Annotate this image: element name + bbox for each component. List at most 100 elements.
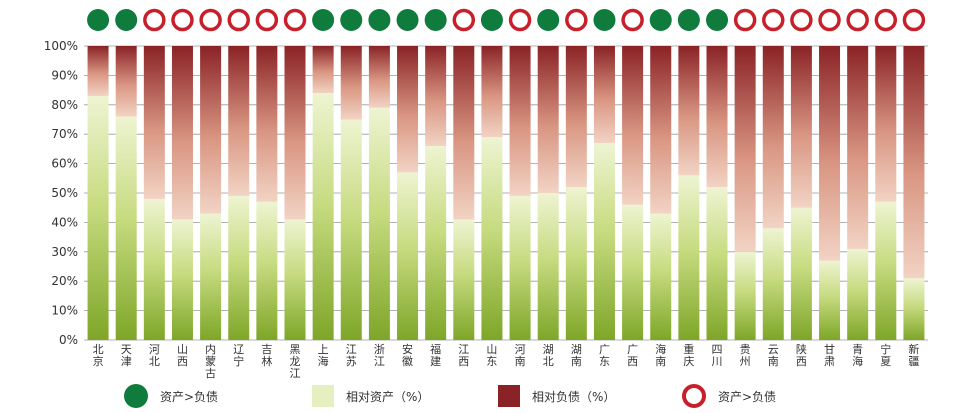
y-tick-label: 10%	[51, 304, 78, 318]
x-tick-label: 新疆	[908, 342, 919, 368]
status-marker-positive	[368, 9, 391, 31]
status-marker-negative	[874, 8, 898, 32]
status-markers	[87, 8, 926, 32]
legend-label-positive: 资产>负债	[160, 389, 219, 404]
legend-item-positive: 资产>负债	[124, 381, 218, 411]
x-tick-label: 江苏	[346, 343, 357, 368]
legend-swatch-liability	[498, 385, 520, 407]
status-marker-positive	[706, 9, 728, 31]
status-marker-negative	[818, 8, 841, 32]
bar-asset	[171, 219, 193, 340]
bar-liability	[397, 46, 419, 173]
x-tick-label: 上海	[318, 343, 329, 368]
status-marker-positive	[87, 9, 110, 31]
status-marker-negative	[762, 8, 785, 32]
legend-label-negative: 资产>负债	[718, 389, 777, 404]
x-tick-label: 山东	[486, 343, 497, 368]
status-marker-positive	[424, 9, 447, 31]
x-tick-label: 陕西	[796, 342, 807, 368]
bar-asset	[537, 193, 559, 340]
x-tick-label: 青海	[852, 343, 863, 368]
bar-liability	[425, 46, 447, 146]
bar-liability	[706, 46, 728, 188]
bar-liability	[87, 46, 109, 96]
bar-asset	[650, 213, 672, 340]
x-tick-label: 天津	[121, 343, 132, 368]
x-tick-label: 江西	[458, 343, 469, 368]
x-tick-label: 甘肃	[824, 343, 835, 368]
y-tick-label: 30%	[51, 245, 78, 259]
bar-liability	[481, 46, 503, 138]
x-tick-label: 浙江	[374, 343, 385, 368]
bar-liability	[312, 46, 334, 94]
x-tick-label: 广东	[599, 343, 610, 368]
x-tick-label: 湖南	[571, 343, 582, 368]
x-tick-label: 重庆	[683, 342, 694, 368]
bar-asset	[115, 116, 137, 340]
legend-item-asset: 相对资产（%）	[312, 381, 429, 411]
bar-asset	[847, 248, 869, 340]
bar-asset	[622, 204, 644, 340]
y-tick-label: 50%	[51, 186, 78, 200]
y-tick-label: 20%	[51, 274, 78, 288]
status-marker-negative	[199, 8, 222, 32]
bar-asset	[200, 213, 222, 340]
status-marker-positive	[677, 9, 700, 31]
bar-liability	[256, 46, 278, 202]
x-tick-label: 四川	[712, 343, 723, 368]
status-marker-negative	[621, 8, 644, 32]
bar-liability	[790, 46, 812, 208]
x-tick-label: 广西	[627, 343, 638, 368]
x-tick-label: 河北	[149, 343, 160, 368]
y-tick-label: 90%	[51, 68, 78, 82]
bar-asset	[228, 195, 250, 340]
status-marker-negative	[902, 8, 926, 32]
bar-liability	[819, 46, 841, 261]
status-marker-positive	[480, 9, 503, 31]
bars	[87, 46, 925, 341]
legend-label-liability: 相对负债（%）	[532, 389, 616, 404]
x-tick-label: 黑龙江	[290, 343, 301, 380]
x-tick-label: 福建	[430, 342, 441, 368]
status-marker-negative	[171, 8, 194, 32]
bar-liability	[734, 46, 756, 252]
bar-asset	[734, 251, 756, 340]
bar-asset	[397, 172, 419, 340]
status-marker-positive	[593, 9, 616, 31]
status-marker-positive	[340, 9, 363, 31]
status-marker-negative	[227, 8, 250, 32]
bar-liability	[143, 46, 165, 199]
status-marker-positive	[537, 9, 560, 31]
bar-liability	[509, 46, 531, 196]
x-tick-label: 云南	[768, 343, 779, 368]
status-marker-negative	[565, 8, 588, 32]
status-marker-negative	[790, 8, 813, 32]
x-tick-label: 海南	[655, 342, 666, 368]
bar-asset	[762, 228, 784, 340]
bar-asset	[706, 187, 728, 340]
bar-liability	[622, 46, 644, 205]
bar-liability	[678, 46, 700, 176]
status-marker-negative	[733, 8, 757, 32]
legend-dot-ring	[682, 384, 706, 408]
bar-asset	[340, 119, 362, 340]
bar-asset	[593, 143, 615, 340]
bar-liability	[368, 46, 390, 108]
bar-asset	[87, 95, 109, 340]
bar-liability	[200, 46, 222, 214]
bar-liability	[171, 46, 193, 220]
bar-asset	[312, 93, 334, 340]
bar-asset	[509, 195, 531, 340]
bar-asset	[143, 198, 165, 340]
bar-liability	[537, 46, 559, 193]
x-tick-label: 北京	[93, 343, 104, 368]
y-tick-label: 60%	[51, 157, 78, 171]
bar-liability	[565, 46, 587, 188]
x-tick-label: 河南	[515, 343, 526, 368]
y-tick-label: 100%	[44, 39, 78, 53]
x-tick-label: 山西	[177, 343, 188, 368]
bar-liability	[875, 46, 897, 202]
status-marker-negative	[255, 8, 279, 32]
bar-asset	[819, 260, 841, 340]
